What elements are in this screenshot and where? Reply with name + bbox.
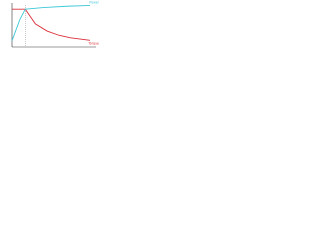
series-line [11,4,91,41]
chart: Torque Power [0,0,100,55]
page: {"chart_data": {"type": "line", "xlim": … [0,0,100,55]
series-label: Power [89,0,99,4]
series-label: Torque [87,41,99,45]
